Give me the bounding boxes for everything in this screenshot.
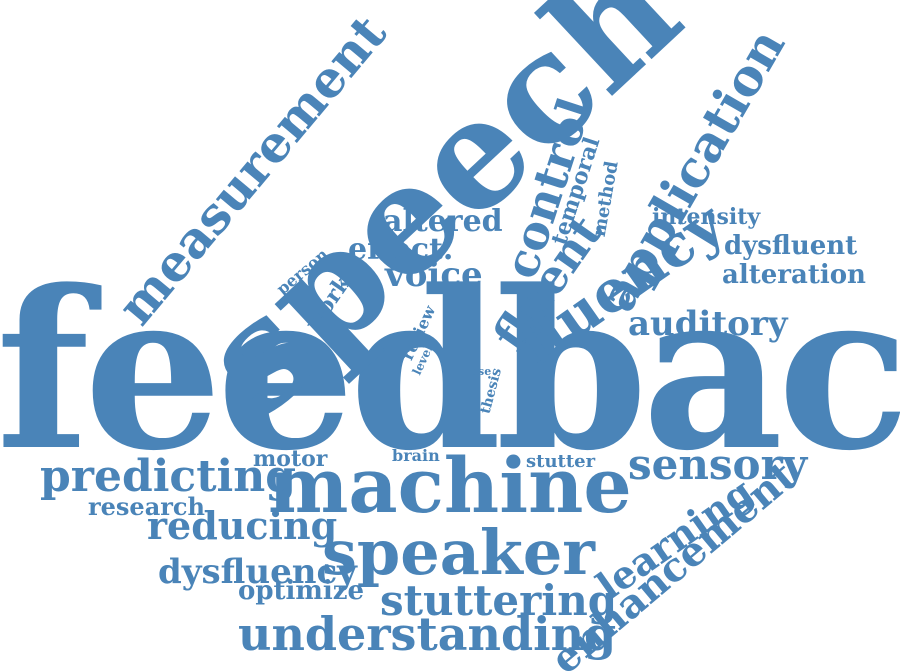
word-brain: brain: [392, 446, 440, 465]
word-speaker: speaker: [322, 516, 595, 589]
word-stuttering: stuttering: [380, 576, 618, 625]
word-alteration: alteration: [722, 260, 866, 290]
word-motor: motor: [253, 446, 328, 472]
word-auditory: auditory: [628, 304, 788, 344]
word-optimize: optimize: [238, 576, 365, 606]
word-feedback: feedback: [0, 243, 900, 499]
word-intensity: intensity: [652, 204, 761, 230]
word-dysfluency: dysfluency: [158, 552, 357, 592]
word-dysfluent: dysfluent: [724, 231, 858, 261]
word-predicting: predicting: [40, 451, 297, 502]
word-machine: machine: [268, 441, 632, 530]
word-effect: effect.: [348, 232, 454, 267]
word-altered: altered: [383, 204, 503, 239]
word-voice: voice: [385, 255, 483, 295]
word-use: use: [470, 365, 492, 378]
word-research: research: [88, 492, 205, 521]
word-stutter: stutter: [526, 451, 596, 472]
word-reducing: reducing: [147, 503, 338, 548]
word-understanding: understanding: [238, 607, 617, 661]
word-sensory: sensory: [628, 440, 808, 489]
